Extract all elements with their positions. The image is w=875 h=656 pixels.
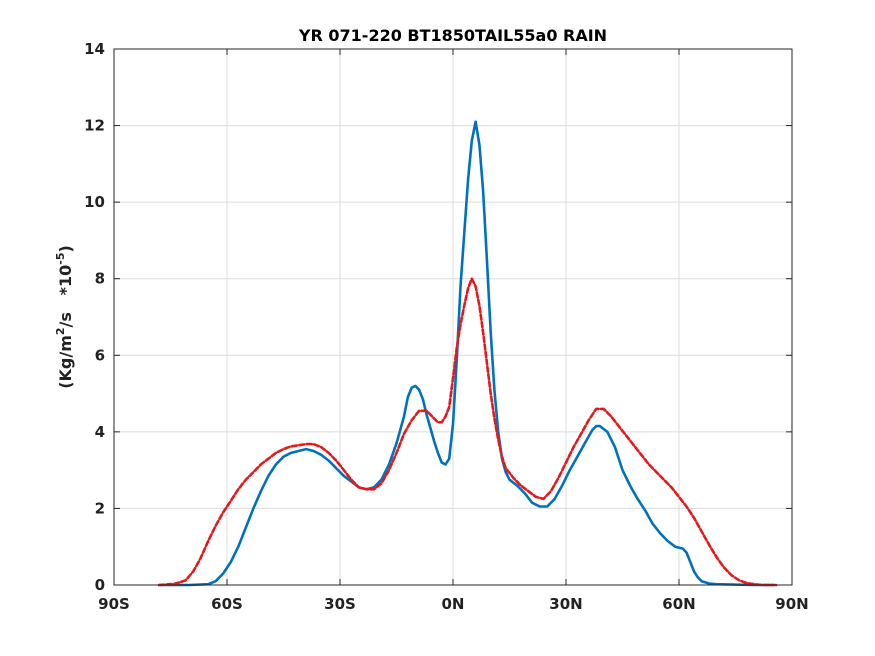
x-tick-label: 30S <box>324 595 356 613</box>
y-tick-labels: 0 2 4 6 8 10 12 14 <box>84 40 105 594</box>
x-tick-label: 90N <box>775 595 808 613</box>
y-tick-label: 14 <box>84 40 105 58</box>
series-line-blue <box>157 120 775 587</box>
x-tick-label: 60S <box>211 595 243 613</box>
y-tick-label: 4 <box>95 423 105 441</box>
y-tick-label: 12 <box>84 117 105 135</box>
axis-ticks <box>113 48 793 586</box>
y-axis-label-sup2: -5 <box>54 253 67 265</box>
y-tick-label: 8 <box>95 270 105 288</box>
series-lines <box>157 120 779 587</box>
y-tick-label: 2 <box>95 499 105 517</box>
series-line-red <box>157 277 779 587</box>
x-tick-label: 60N <box>662 595 695 613</box>
x-tick-label: 30N <box>549 595 582 613</box>
y-tick-label: 6 <box>95 346 105 364</box>
y-axis-label-mid: /s *10 <box>56 265 75 328</box>
y-tick-label: 10 <box>84 193 105 211</box>
y-tick-label: 0 <box>95 576 105 594</box>
x-tick-label: 90S <box>98 595 130 613</box>
y-axis-label-sup1: 2 <box>54 327 67 335</box>
x-tick-label: 0N <box>442 595 465 613</box>
x-tick-labels: 90S 60S 30S 0N 30N 60N 90N <box>98 595 809 613</box>
y-axis-label: (Kg/m2/s *10-5) <box>54 245 75 389</box>
y-axis-label-main: (Kg/m <box>56 335 75 389</box>
chart-title: YR 071-220 BT1850TAIL55a0 RAIN <box>298 26 607 45</box>
y-axis-label-end: ) <box>56 245 75 252</box>
